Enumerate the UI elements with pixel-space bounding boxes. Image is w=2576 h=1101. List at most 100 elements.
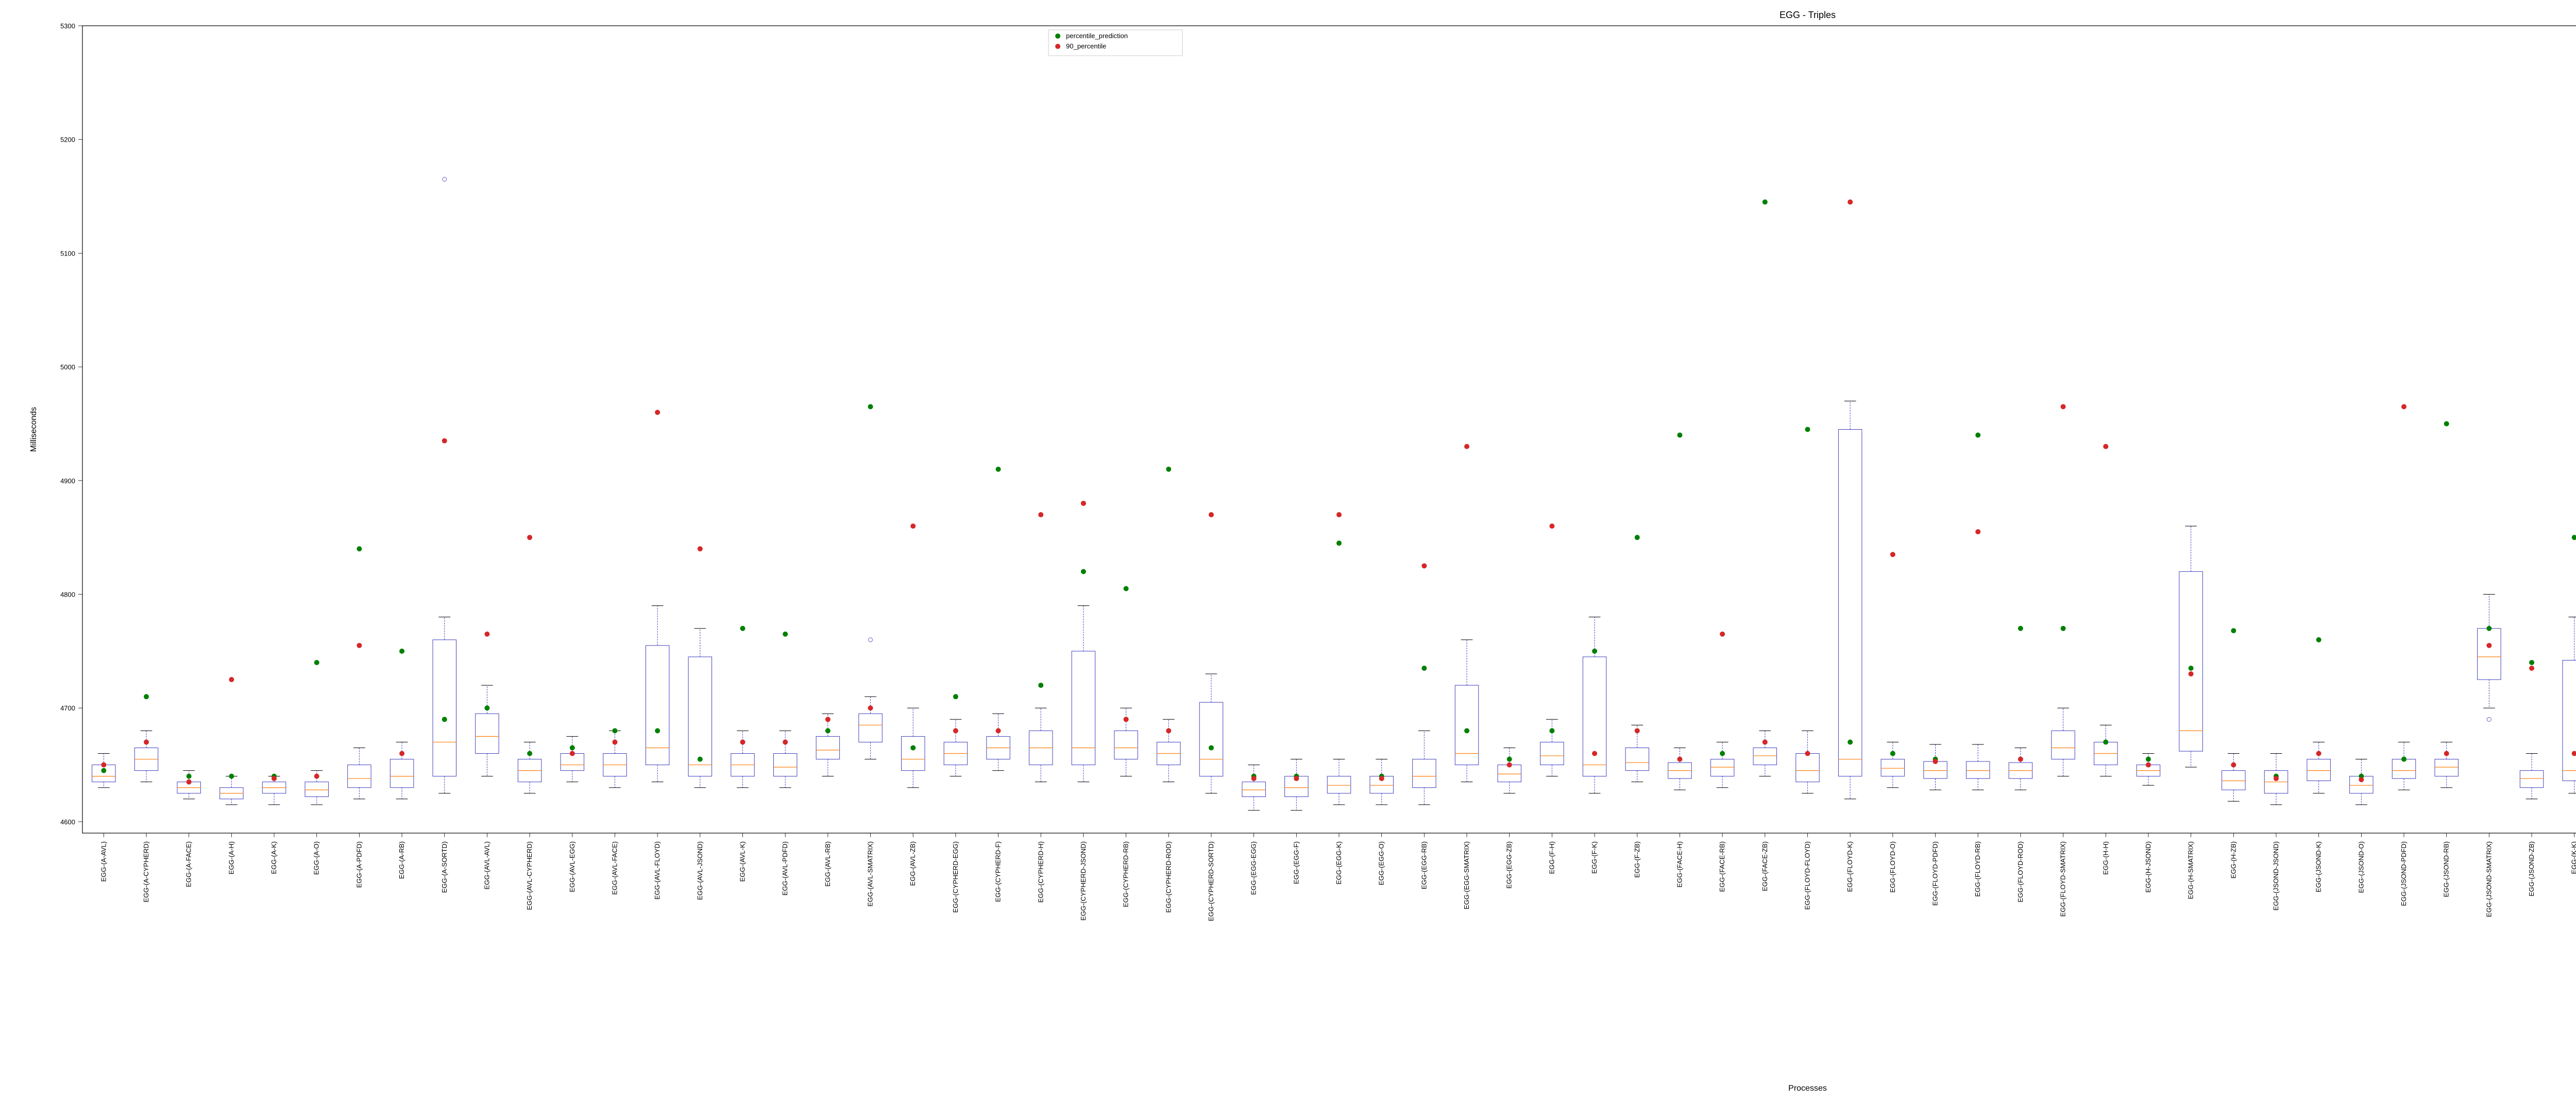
percentile-prediction-point bbox=[1124, 586, 1129, 591]
x-tick-label: EGG-(AVL-AVL) bbox=[483, 841, 490, 889]
p90-point bbox=[2316, 751, 2321, 756]
percentile-prediction-point bbox=[1549, 728, 1554, 733]
p90-point bbox=[2529, 666, 2534, 671]
percentile-prediction-point bbox=[910, 745, 916, 750]
percentile-prediction-point bbox=[825, 728, 831, 733]
x-tick-label: EGG-(EGG-F) bbox=[1292, 841, 1300, 884]
x-tick-label: EGG-(A-PDFD) bbox=[355, 841, 363, 888]
x-tick-label: EGG-(CYPHERD-SORTD) bbox=[1207, 841, 1215, 921]
x-tick-label: EGG-(FLOYD-RB) bbox=[1974, 841, 1981, 897]
p90-point bbox=[1379, 776, 1384, 781]
percentile-prediction-point bbox=[1081, 569, 1086, 574]
percentile-prediction-point bbox=[2061, 626, 2066, 631]
p90-point bbox=[953, 728, 958, 733]
percentile-prediction-point bbox=[2529, 660, 2534, 665]
p90-point bbox=[1848, 199, 1853, 205]
box bbox=[2520, 771, 2543, 788]
p90-point bbox=[2359, 777, 2364, 782]
x-tick-label: EGG-(A-RB) bbox=[398, 841, 405, 879]
x-tick-label: EGG-(FLOYD-SMATRIX) bbox=[2059, 841, 2067, 917]
p90-point bbox=[1038, 512, 1043, 517]
x-tick-label: EGG-(AVL-PDFD) bbox=[781, 841, 789, 895]
percentile-prediction-point bbox=[783, 632, 788, 637]
p90-point bbox=[187, 780, 192, 785]
x-tick-label: EGG-(JSOND-JSOND) bbox=[2272, 841, 2280, 910]
p90-point bbox=[655, 410, 660, 415]
x-tick-label: EGG-(AVL-ZB) bbox=[909, 841, 917, 886]
x-tick-label: EGG-(CYPHERD-F) bbox=[994, 841, 1002, 902]
box bbox=[2563, 660, 2576, 781]
p90-point bbox=[229, 677, 234, 682]
y-tick-label: 5000 bbox=[60, 363, 75, 371]
box bbox=[1114, 731, 1138, 759]
box bbox=[1881, 759, 1904, 776]
x-tick-label: EGG-(CYPHERD-EGG) bbox=[952, 841, 959, 913]
box bbox=[348, 765, 371, 788]
box bbox=[773, 754, 796, 776]
chart-container: EGG - Triples460047004800490050005100520… bbox=[0, 0, 2576, 1101]
x-tick-label: EGG-(F-K) bbox=[1590, 841, 1598, 874]
percentile-prediction-point bbox=[1209, 745, 1214, 750]
percentile-prediction-point bbox=[1805, 427, 1810, 432]
x-tick-label: EGG-(AVL-K) bbox=[739, 841, 747, 882]
percentile-prediction-point bbox=[101, 768, 106, 773]
p90-point bbox=[1592, 751, 1597, 756]
y-tick-label: 4700 bbox=[60, 704, 75, 712]
box bbox=[1966, 761, 1989, 778]
x-tick-label: EGG-(H-ZB) bbox=[2229, 841, 2237, 878]
percentile-prediction-point bbox=[1890, 751, 1895, 756]
percentile-prediction-point bbox=[996, 467, 1001, 472]
x-tick-label: EGG-(H-JSOND) bbox=[2144, 841, 2152, 893]
box bbox=[1242, 782, 1265, 797]
p90-point bbox=[1677, 757, 1682, 762]
p90-point bbox=[272, 776, 277, 781]
p90-point bbox=[1251, 776, 1257, 781]
percentile-prediction-point bbox=[953, 694, 958, 699]
percentile-prediction-point bbox=[144, 694, 149, 699]
percentile-prediction-point bbox=[1166, 467, 1171, 472]
x-tick-label: EGG-(JSOND-SMATRIX) bbox=[2485, 841, 2493, 917]
percentile-prediction-point bbox=[1720, 751, 1725, 756]
percentile-prediction-point bbox=[1848, 739, 1853, 744]
p90-point bbox=[1549, 523, 1554, 529]
p90-point bbox=[1762, 739, 1768, 744]
box bbox=[902, 736, 925, 770]
p90-point bbox=[2231, 763, 2236, 768]
y-tick-label: 4800 bbox=[60, 591, 75, 599]
percentile-prediction-point bbox=[2486, 626, 2492, 631]
percentile-prediction-point bbox=[1464, 728, 1469, 733]
box bbox=[646, 646, 669, 765]
x-tick-label: EGG-(EGG-RB) bbox=[1420, 841, 1428, 889]
p90-point bbox=[1294, 776, 1299, 781]
x-tick-label: EGG-(F-ZB) bbox=[1633, 841, 1641, 878]
p90-point bbox=[1933, 759, 1938, 764]
p90-point bbox=[2189, 671, 2194, 676]
x-tick-label: EGG-(FLOYD-FLOYD) bbox=[1804, 841, 1811, 910]
box bbox=[1753, 748, 1776, 765]
y-axis-title: Milliseconds bbox=[29, 407, 38, 452]
x-axis-title: Processes bbox=[1788, 1084, 1827, 1093]
percentile-prediction-point bbox=[655, 728, 660, 733]
percentile-prediction-point bbox=[2231, 628, 2236, 633]
x-tick-label: EGG-(AVL-JSOND) bbox=[696, 841, 704, 900]
x-tick-label: EGG-(EGG-ZB) bbox=[1505, 841, 1513, 889]
x-tick-label: EGG-(FACE-H) bbox=[1675, 841, 1683, 888]
percentile-prediction-point bbox=[570, 745, 575, 750]
percentile-prediction-point bbox=[1336, 540, 1342, 546]
p90-point bbox=[101, 763, 106, 768]
p90-point bbox=[1124, 717, 1129, 722]
x-tick-label: EGG-(EGG-O) bbox=[1378, 841, 1385, 885]
box bbox=[1199, 702, 1223, 776]
percentile-prediction-point bbox=[1762, 199, 1768, 205]
y-tick-label: 4900 bbox=[60, 477, 75, 485]
percentile-prediction-point bbox=[1421, 666, 1427, 671]
box bbox=[305, 782, 328, 797]
box bbox=[2435, 759, 2458, 776]
percentile-prediction-point bbox=[229, 774, 234, 779]
p90-point bbox=[1805, 751, 1810, 756]
p90-point bbox=[2274, 776, 2279, 781]
percentile-prediction-point bbox=[314, 660, 319, 665]
x-tick-label: EGG-(H-SMATRIX) bbox=[2187, 841, 2195, 899]
percentile-prediction-point bbox=[442, 717, 447, 722]
p90-point bbox=[910, 523, 916, 529]
